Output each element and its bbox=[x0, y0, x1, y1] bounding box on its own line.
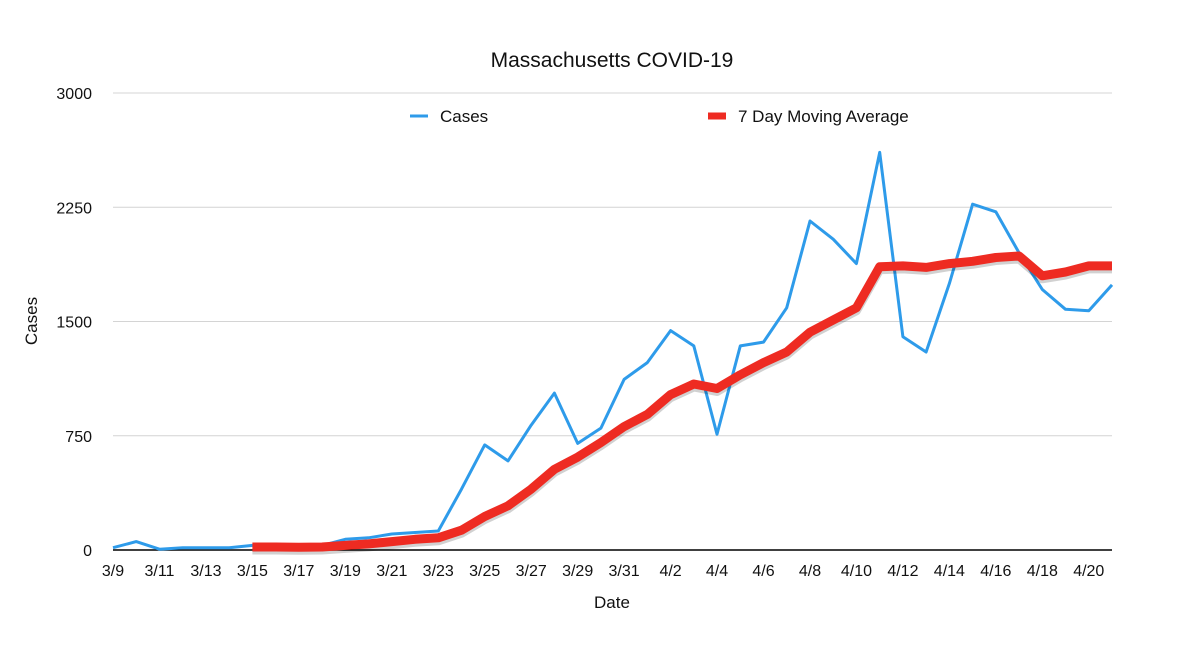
x-tick-label: 3/13 bbox=[190, 563, 221, 580]
series-lines bbox=[112, 150, 1114, 555]
x-tick-label: 4/2 bbox=[659, 563, 681, 580]
legend-label: Cases bbox=[440, 107, 488, 126]
x-tick-label: 3/31 bbox=[609, 563, 640, 580]
x-tick-label: 4/16 bbox=[980, 563, 1011, 580]
x-tick-label: 3/23 bbox=[423, 563, 454, 580]
x-tick-label: 4/12 bbox=[887, 563, 918, 580]
y-tick-label: 750 bbox=[65, 429, 92, 446]
y-axis-ticks: 0 750 1500 2250 3000 bbox=[56, 86, 92, 560]
y-tick-label: 3000 bbox=[56, 86, 92, 103]
x-tick-label: 4/14 bbox=[934, 563, 965, 580]
x-tick-label: 4/6 bbox=[752, 563, 774, 580]
x-tick-label: 3/9 bbox=[102, 563, 124, 580]
x-tick-label: 4/8 bbox=[799, 563, 821, 580]
x-tick-label: 4/20 bbox=[1073, 563, 1104, 580]
moving-average-line bbox=[252, 251, 1112, 552]
x-tick-label: 3/11 bbox=[144, 563, 174, 580]
x-axis-ticks: 3/9 3/11 3/13 3/15 3/17 3/19 3/21 3/23 3/25 3/27 3… bbox=[102, 563, 1105, 580]
series-shadow bbox=[252, 254, 1112, 555]
y-axis-title: Cases bbox=[22, 297, 41, 345]
x-tick-label: 3/29 bbox=[562, 563, 593, 580]
x-axis-title: Date bbox=[594, 593, 630, 612]
y-tick-label: 0 bbox=[83, 543, 92, 560]
x-tick-label: 3/15 bbox=[237, 563, 268, 580]
grid-lines bbox=[113, 92, 1112, 551]
legend-label: 7 Day Moving Average bbox=[738, 107, 909, 126]
chart-title: Massachusetts COVID-19 bbox=[491, 49, 734, 72]
cases-line bbox=[112, 150, 1114, 551]
legend: Cases 7 Day Moving Average bbox=[410, 107, 909, 126]
x-tick-label: 3/17 bbox=[283, 563, 314, 580]
x-tick-label: 3/27 bbox=[516, 563, 547, 580]
x-tick-label: 3/19 bbox=[330, 563, 361, 580]
y-tick-label: 2250 bbox=[56, 200, 92, 217]
x-tick-label: 3/21 bbox=[376, 563, 407, 580]
x-tick-label: 4/4 bbox=[706, 563, 728, 580]
x-tick-label: 4/10 bbox=[841, 563, 872, 580]
x-tick-label: 4/18 bbox=[1027, 563, 1058, 580]
y-tick-label: 1500 bbox=[56, 315, 92, 332]
x-tick-label: 3/25 bbox=[469, 563, 500, 580]
